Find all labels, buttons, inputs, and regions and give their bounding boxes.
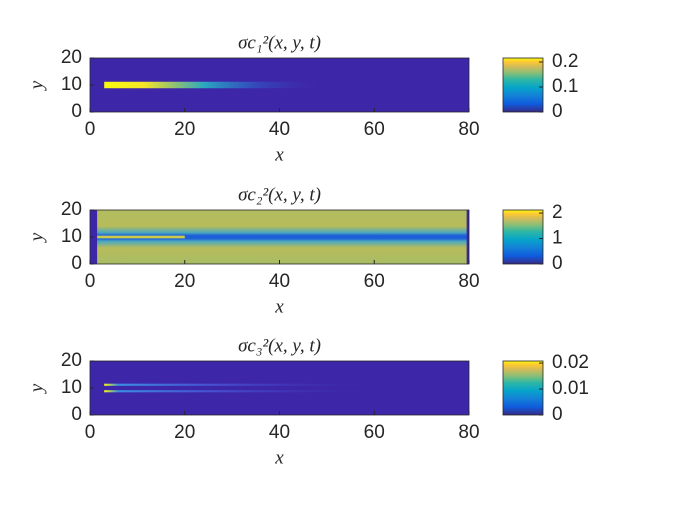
jet (104, 81, 327, 89)
x-tick-label: 40 (269, 119, 290, 140)
y-axis-label: y (26, 232, 47, 243)
y-tick-label: 20 (61, 47, 82, 68)
x-tick-label: 0 (85, 271, 96, 292)
colorbar-tick-label: 0 (552, 101, 563, 122)
x-axis-label: x (274, 144, 284, 165)
y-tick-label: 10 (61, 226, 82, 247)
x-tick-label: 20 (174, 271, 195, 292)
x-tick-label: 80 (458, 422, 479, 443)
x-tick-label: 80 (458, 271, 479, 292)
y-tick-label: 10 (61, 74, 82, 95)
heatmap-background (90, 361, 469, 415)
jet (104, 383, 384, 386)
y-tick-label: 20 (61, 199, 82, 220)
colorbar (502, 209, 544, 265)
x-tick-label: 0 (85, 119, 96, 140)
colorbar (502, 360, 544, 416)
y-axis-label: y (26, 383, 47, 394)
colorbar-tick-label: 0 (552, 253, 563, 274)
y-tick-label: 10 (61, 377, 82, 398)
y-tick-label: 0 (71, 404, 82, 425)
title: σc₁²(x, y, t) (238, 32, 321, 53)
x-tick-label: 60 (364, 119, 385, 140)
y-tick-label: 20 (61, 350, 82, 371)
x-axis-label: x (274, 296, 284, 317)
colorbar-tick-label: 1 (552, 228, 563, 249)
colorbar (502, 57, 544, 113)
title: σc₂²(x, y, t) (238, 184, 321, 205)
jet-core (97, 235, 185, 239)
title: σc₃²(x, y, t) (238, 335, 321, 356)
y-tick-label: 0 (71, 101, 82, 122)
y-axis-label: y (26, 80, 47, 91)
x-tick-label: 20 (174, 422, 195, 443)
x-axis-label: x (274, 447, 284, 468)
x-tick-label: 20 (174, 119, 195, 140)
x-tick-label: 0 (85, 422, 96, 443)
colorbar-tick-label: 0 (552, 404, 563, 425)
x-tick-label: 40 (269, 422, 290, 443)
x-tick-label: 40 (269, 271, 290, 292)
colorbar-tick-label: 0.2 (552, 51, 578, 72)
x-tick-label: 80 (458, 119, 479, 140)
x-tick-label: 60 (364, 271, 385, 292)
x-tick-label: 60 (364, 422, 385, 443)
colorbar-tick-label: 0.02 (552, 352, 589, 373)
colorbar-tick-label: 2 (552, 202, 563, 223)
jet (104, 390, 384, 393)
colorbar-tick-label: 0.01 (552, 378, 589, 399)
colorbar-tick-label: 0.1 (552, 76, 578, 97)
y-tick-label: 0 (71, 253, 82, 274)
